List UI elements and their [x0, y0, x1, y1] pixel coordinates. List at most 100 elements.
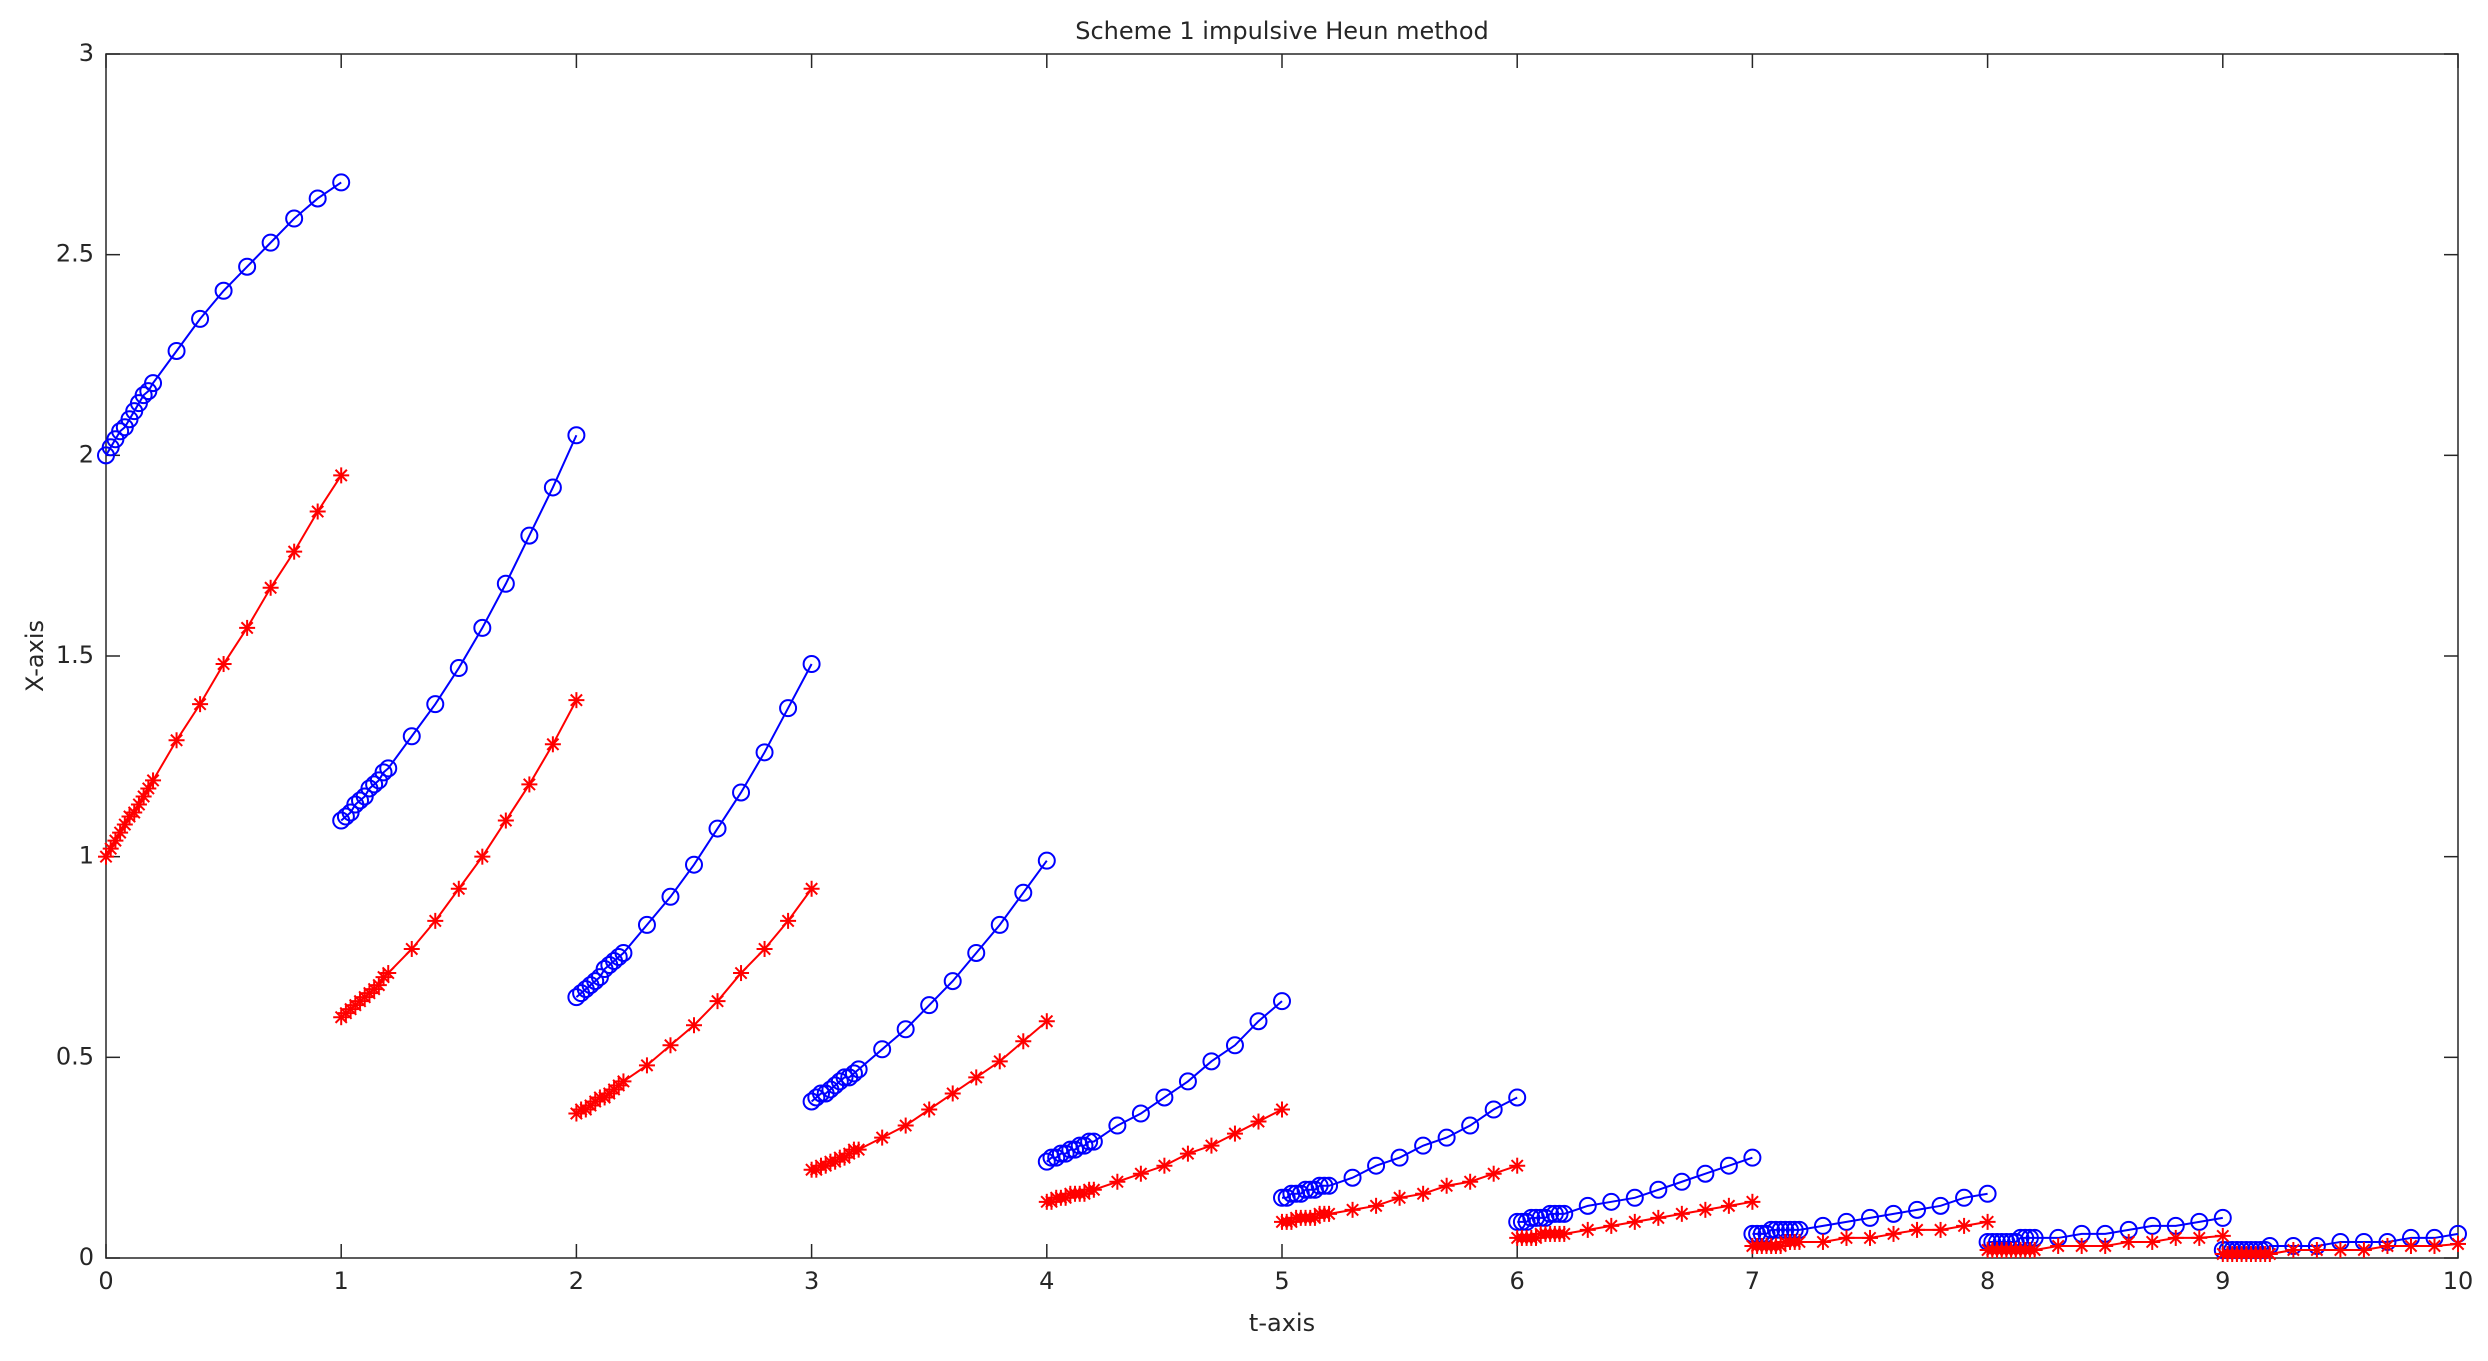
asterisk-stroke — [452, 882, 466, 896]
data-point — [1274, 1101, 1290, 1118]
data-point — [427, 912, 444, 929]
circle-marker — [708, 819, 727, 838]
circle-marker — [1414, 1136, 1433, 1155]
data-point — [1310, 1176, 1329, 1195]
asterisk-stroke — [287, 545, 301, 559]
data-point — [1225, 1036, 1244, 1055]
data-point — [2073, 1237, 2090, 1254]
data-point — [1791, 1233, 1808, 1250]
series-line — [105, 181, 2459, 1251]
data-point — [1315, 1176, 1334, 1195]
data-point — [1696, 1164, 1715, 1183]
circle-marker — [844, 1064, 863, 1083]
asterisk-stroke — [922, 1103, 936, 1116]
data-point — [1484, 1100, 1503, 1119]
circle-marker — [520, 526, 539, 545]
data-point — [145, 772, 162, 789]
data-point — [1108, 1116, 1127, 1135]
asterisk-stroke — [1228, 1127, 1242, 1140]
data-point — [991, 1053, 1008, 1070]
asterisk-stroke — [2145, 1235, 2159, 1249]
y-tick-label: 0.5 — [56, 1042, 94, 1070]
data-point — [111, 422, 130, 441]
data-point — [1603, 1217, 1620, 1234]
data-point — [1978, 1184, 1997, 1203]
data-point — [1226, 1125, 1243, 1142]
data-point — [1673, 1205, 1690, 1222]
circle-marker — [365, 775, 384, 794]
circle-marker — [1696, 1164, 1715, 1183]
data-point — [191, 309, 210, 328]
data-point — [967, 943, 986, 962]
data-point — [897, 1117, 914, 1134]
asterisk-stroke — [1840, 1231, 1853, 1245]
asterisk-stroke — [1910, 1223, 1924, 1237]
data-point — [1085, 1181, 1102, 1198]
asterisk-stroke — [1816, 1235, 1830, 1249]
data-point — [1273, 992, 1291, 1011]
circle-marker — [2190, 1212, 2209, 1231]
data-point — [2402, 1237, 2419, 1254]
data-point — [1508, 1088, 1527, 1107]
asterisk-stroke — [1557, 1227, 1571, 1241]
circle-marker — [1202, 1052, 1221, 1071]
data-point — [1837, 1212, 1856, 1231]
data-point — [1555, 1204, 1574, 1223]
circle-marker — [111, 422, 130, 441]
circle-marker — [1437, 1128, 1456, 1147]
asterisk-stroke — [1581, 1223, 1595, 1237]
asterisk-stroke — [570, 693, 583, 707]
asterisk-stroke — [1722, 1199, 1736, 1213]
data-point — [1545, 1204, 1564, 1223]
asterisk-stroke — [993, 1054, 1007, 1068]
circle-marker — [1178, 1072, 1197, 1091]
data-point — [568, 692, 585, 709]
data-point — [780, 912, 797, 929]
data-point — [98, 848, 114, 865]
circle-marker — [1108, 1116, 1127, 1135]
circle-marker — [1131, 1104, 1150, 1123]
data-point — [450, 880, 467, 897]
asterisk-stroke — [170, 733, 183, 747]
asterisk-stroke — [711, 994, 724, 1008]
circle-marker — [2143, 1216, 2162, 1235]
x-tick-label: 6 — [1510, 1267, 1525, 1295]
asterisk-stroke — [969, 1071, 983, 1084]
data-point — [286, 543, 303, 560]
circle-marker — [567, 426, 586, 445]
data-point — [802, 655, 821, 674]
data-point — [2426, 1237, 2443, 1254]
data-point — [1541, 1204, 1560, 1223]
data-point — [474, 848, 491, 865]
data-point — [921, 1101, 938, 1118]
y-tick-label: 1.5 — [56, 641, 94, 669]
circle-marker — [1813, 1216, 1832, 1235]
circle-marker — [543, 478, 562, 497]
data-point — [1814, 1233, 1831, 1250]
circle-marker — [609, 948, 628, 966]
data-point — [733, 965, 750, 982]
data-point — [238, 257, 257, 276]
data-point — [2285, 1241, 2302, 1258]
data-point — [874, 1129, 891, 1146]
data-point — [192, 696, 209, 713]
asterisk-stroke — [781, 914, 795, 928]
x-tick-label: 5 — [1274, 1267, 1289, 1295]
data-point — [1080, 1132, 1099, 1151]
data-point — [239, 619, 256, 636]
data-point — [830, 1072, 849, 1091]
asterisk-stroke — [522, 778, 536, 791]
data-point — [1762, 1220, 1781, 1239]
circle-marker — [1080, 1132, 1099, 1151]
asterisk-stroke — [2122, 1235, 2136, 1249]
data-point — [873, 1040, 892, 1059]
asterisk-stroke — [217, 657, 230, 671]
data-point — [379, 759, 398, 778]
asterisk-stroke — [2192, 1231, 2206, 1245]
asterisk-stroke — [1440, 1179, 1454, 1193]
circle-marker — [1056, 1144, 1075, 1163]
data-point — [844, 1064, 863, 1083]
circle-marker — [943, 972, 962, 991]
data-point — [609, 948, 628, 966]
